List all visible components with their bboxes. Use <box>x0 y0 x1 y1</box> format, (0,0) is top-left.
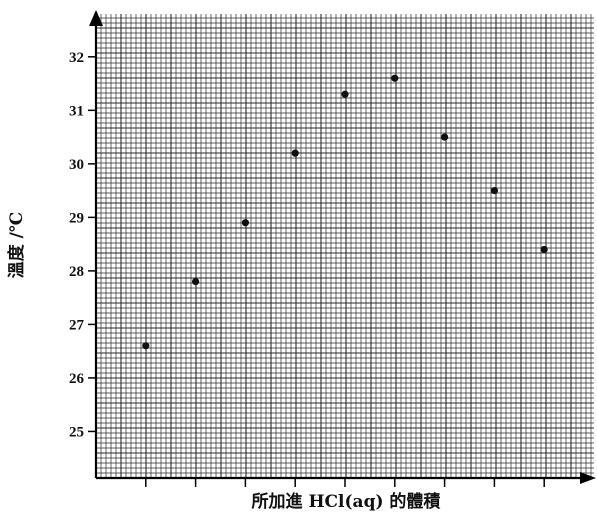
data-points <box>142 74 548 350</box>
x-axis-label: 所加進 HCl(aq) 的體積 <box>252 491 442 512</box>
tick-labels: 25 26 27 28 29 30 31 32 <box>69 50 85 441</box>
grid <box>96 14 594 478</box>
data-point <box>540 245 548 254</box>
y-tick-label-27: 27 <box>69 317 85 333</box>
y-axis-arrow <box>89 10 103 26</box>
y-axis-label: 溫度 /℃ <box>6 212 27 279</box>
y-tick-label-32: 32 <box>69 50 84 66</box>
y-tick-label-26: 26 <box>69 371 85 387</box>
data-point <box>192 277 200 286</box>
data-point <box>341 90 349 98</box>
y-tick-label-28: 28 <box>69 264 84 280</box>
y-tick-label-29: 29 <box>69 210 84 226</box>
data-point <box>241 219 249 227</box>
data-point <box>441 133 449 141</box>
data-point <box>142 342 150 350</box>
data-point <box>291 149 299 157</box>
y-tick-label-31: 31 <box>69 103 84 119</box>
y-tick-label-30: 30 <box>69 157 84 173</box>
tick-marks <box>88 56 545 487</box>
y-tick-label-25: 25 <box>69 424 84 440</box>
data-point <box>490 187 498 195</box>
axes <box>89 10 596 484</box>
x-axis-arrow <box>580 472 596 484</box>
data-point <box>391 74 399 82</box>
